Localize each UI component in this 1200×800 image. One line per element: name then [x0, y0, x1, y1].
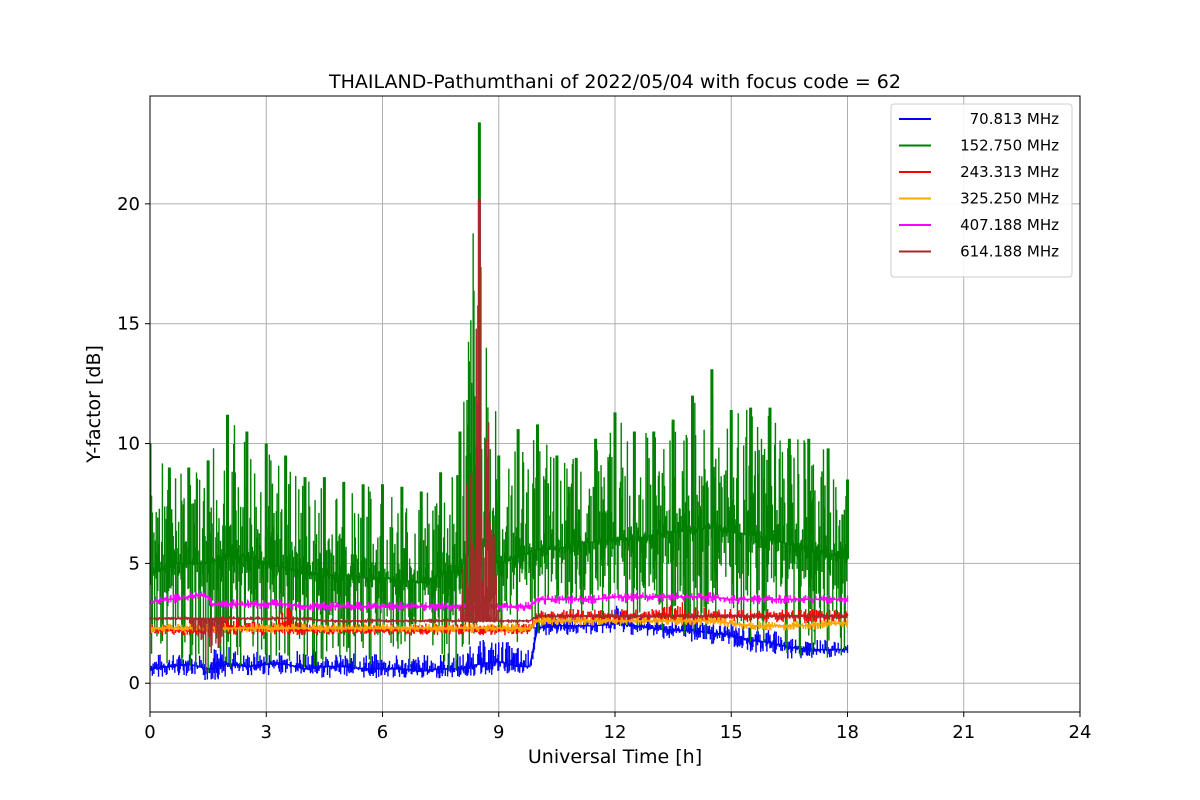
legend: 70.813 MHz 152.750 MHz 243.313 MHz 325.250 … — [890, 103, 1073, 278]
plot-area — [150, 122, 849, 681]
x-tick-label: 18 — [836, 722, 859, 743]
x-axis-label: Universal Time [h] — [528, 746, 702, 768]
y-tick-label: 5 — [129, 553, 140, 574]
legend-entry: 152.750 MHz — [960, 137, 1059, 155]
y-tick-label: 10 — [117, 434, 140, 455]
x-tick-label: 12 — [604, 722, 627, 743]
series-325-250-mhz — [150, 616, 849, 633]
legend-entry: 614.188 MHz — [960, 243, 1059, 261]
legend-entry: 407.188 MHz — [960, 216, 1059, 234]
y-tick-label: 15 — [117, 314, 140, 335]
series-152-750-mhz-peaks — [150, 122, 849, 583]
x-tick-label: 9 — [493, 722, 504, 743]
y-axis-label: Y-factor [dB] — [83, 345, 105, 464]
axis-ticks: 0 3 6 9 12 15 18 21 24 0 5 10 15 20 — [117, 194, 1091, 743]
legend-box — [890, 103, 1073, 278]
series-70-813-mhz-line — [150, 622, 848, 673]
series-152-750-mhz-line — [150, 526, 848, 584]
chart-title: THAILAND-Pathumthani of 2022/05/04 with … — [328, 71, 901, 93]
legend-entry: 70.813 MHz — [970, 110, 1059, 128]
series-152-750-mhz — [150, 122, 849, 674]
series-614-188-mhz — [150, 199, 849, 672]
x-tick-label: 24 — [1069, 722, 1092, 743]
x-tick-label: 15 — [720, 722, 743, 743]
y-tick-label: 0 — [129, 673, 140, 694]
series-325-250-mhz-line — [150, 620, 848, 629]
legend-entry: 325.250 MHz — [960, 190, 1059, 208]
x-tick-label: 21 — [952, 722, 975, 743]
x-tick-label: 0 — [144, 722, 155, 743]
legend-entry: 243.313 MHz — [960, 163, 1059, 181]
y-tick-label: 20 — [117, 194, 140, 215]
x-tick-label: 6 — [377, 722, 388, 743]
series-614-188-mhz-line — [150, 615, 848, 622]
x-tick-label: 3 — [261, 722, 272, 743]
